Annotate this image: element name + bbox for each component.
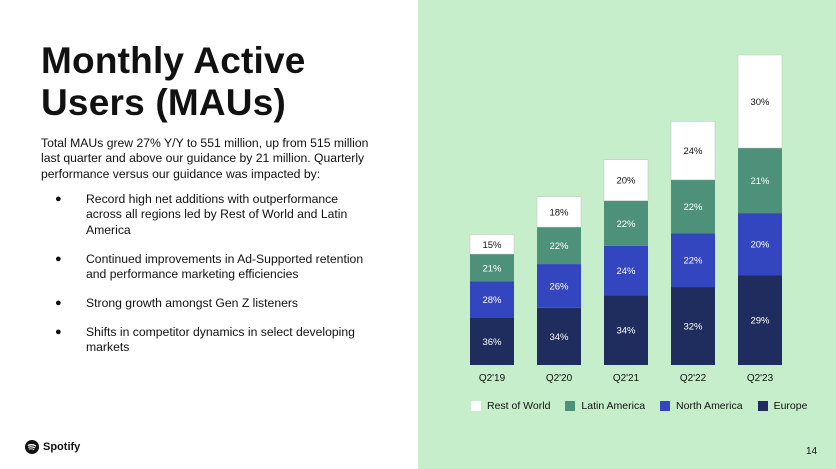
bullet-dot-icon: ●	[55, 297, 62, 310]
data-label: 34%	[616, 326, 636, 337]
bullet-text: Record high net additions with outperfor…	[86, 192, 348, 237]
chart-legend: Rest of World Latin America North Americ…	[471, 400, 807, 412]
data-label: 28%	[482, 295, 502, 306]
data-label: 22%	[549, 241, 569, 252]
bar-segment-rest-of-world	[536, 196, 582, 228]
x-tick-label: Q2'23	[747, 373, 774, 384]
bar-segment-rest-of-world	[737, 54, 783, 149]
legend-swatch-europe	[757, 401, 768, 411]
bar-segment-europe	[604, 295, 648, 365]
data-label: 24%	[616, 266, 636, 277]
bar-segment-latin-america	[671, 179, 715, 234]
stacked-bar-chart: 36% 28% 21% 15% Q2'19 34% 26% 22% 18% Q2'20 34% 24%…	[469, 54, 783, 384]
title-line-2: Users (MAUs)	[41, 82, 287, 123]
intro-paragraph: Total MAUs grew 27% Y/Y to 551 million, …	[41, 136, 369, 181]
bar-segment-europe	[738, 275, 782, 365]
data-label: 26%	[549, 281, 569, 292]
bar-segment-europe	[537, 307, 581, 365]
bar-segment-north-america	[604, 245, 648, 296]
bar-segment-north-america	[738, 213, 782, 276]
data-label: 15%	[482, 240, 502, 251]
data-label: 18%	[549, 207, 569, 218]
title-line-1: Monthly Active	[41, 40, 306, 81]
data-label: 22%	[616, 219, 636, 230]
legend-label: North America	[676, 400, 743, 412]
bar-segment-rest-of-world	[469, 234, 515, 255]
bullet-text: Shifts in competitor dynamics in select …	[86, 324, 355, 355]
legend-item-rest-of-world: Rest of World	[471, 400, 550, 412]
data-label: 20%	[616, 176, 636, 187]
bar-segment-latin-america	[537, 227, 581, 265]
bar-segment-rest-of-world	[670, 121, 716, 181]
x-tick-label: Q2'22	[680, 373, 707, 384]
bar-segment-latin-america	[604, 200, 648, 246]
bullet-dot-icon: ●	[55, 193, 62, 205]
data-label: 36%	[482, 337, 502, 348]
bar-segment-north-america	[671, 233, 715, 288]
legend-swatch-rest-of-world	[471, 401, 481, 411]
bar-segment-europe	[470, 318, 514, 365]
bar-segment-europe	[671, 287, 715, 365]
x-tick-label: Q2'21	[613, 373, 640, 384]
left-panel: Monthly Active Users (MAUs) Total MAUs g…	[25, 40, 401, 454]
data-label: 20%	[750, 240, 770, 251]
bar-segment-rest-of-world	[603, 159, 649, 201]
data-label: 29%	[750, 316, 770, 327]
data-label: 32%	[683, 322, 703, 333]
slide-title: Monthly Active Users (MAUs)	[41, 40, 401, 124]
legend-label: Latin America	[581, 400, 646, 412]
logo-text: Spotify	[43, 441, 81, 453]
bullet-dot-icon: ●	[55, 325, 62, 338]
data-label: 22%	[683, 202, 703, 213]
data-label: 34%	[549, 332, 569, 343]
page-number: 14	[806, 446, 818, 457]
data-label: 24%	[683, 146, 703, 157]
legend-item-north-america: North America	[660, 400, 743, 412]
bullet-item: ● Strong growth amongst Gen Z listeners	[41, 296, 371, 311]
bar-segment-north-america	[470, 281, 514, 319]
x-tick-label: Q2'20	[546, 373, 573, 384]
legend-item-latin-america: Latin America	[565, 400, 645, 412]
legend-swatch-north-america	[660, 401, 671, 411]
bullet-item: ● Continued improvements in Ad-Supported …	[41, 252, 371, 283]
legend-label: Rest of World	[487, 400, 551, 412]
legend-item-europe: Europe	[757, 400, 808, 412]
data-label: 30%	[750, 97, 770, 108]
bullet-text: Strong growth amongst Gen Z listeners	[86, 296, 299, 311]
bullet-dot-icon: ●	[55, 252, 62, 265]
bar-segment-latin-america	[470, 254, 514, 282]
spotify-logo: Spotify	[25, 440, 80, 454]
bullet-text: Continued improvements in Ad-Supported r…	[86, 251, 364, 282]
spotify-logo-icon	[25, 440, 39, 454]
bar-segment-latin-america	[738, 148, 782, 214]
x-tick-label: Q2'19	[479, 373, 506, 384]
legend-swatch-latin-america	[565, 401, 576, 411]
legend-label: Europe	[773, 400, 808, 412]
bullet-item: ● Record high net additions with outperfo…	[41, 192, 371, 238]
bullet-item: ● Shifts in competitor dynamics in select…	[41, 325, 371, 356]
data-label: 21%	[482, 263, 502, 274]
bullet-list: ● Record high net additions with outperfo…	[41, 192, 371, 369]
bar-segment-north-america	[537, 264, 581, 308]
data-label: 22%	[683, 256, 703, 267]
data-label: 21%	[750, 176, 770, 187]
